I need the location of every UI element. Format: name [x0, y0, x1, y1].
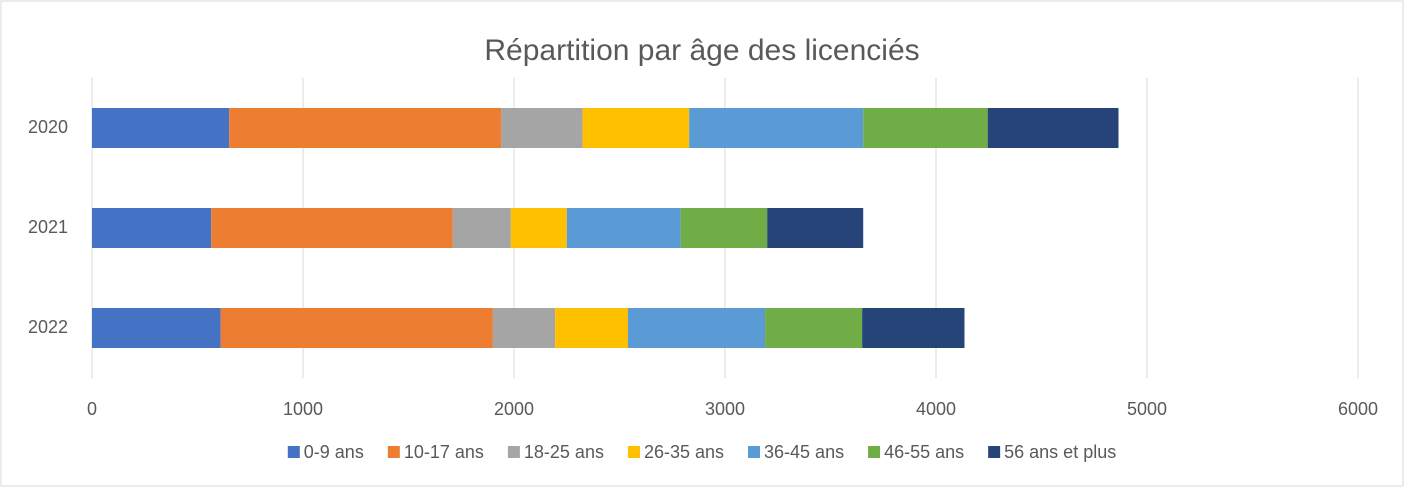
chart-title: Répartition par âge des licenciés	[484, 34, 919, 67]
bar-segment	[92, 308, 221, 348]
legend-swatch	[868, 446, 881, 458]
bar-segment	[680, 208, 768, 248]
legend-label: 46-55 ans	[884, 442, 964, 462]
bar-segment	[767, 208, 864, 248]
legend-swatch	[748, 446, 761, 458]
bar-segment	[92, 208, 212, 248]
x-tick-label: 3000	[705, 399, 745, 419]
x-tick-label: 6000	[1338, 399, 1378, 419]
bar-segment	[862, 308, 965, 348]
legend-swatch	[988, 446, 1001, 458]
bar-segment	[220, 308, 493, 348]
bar-segment	[229, 108, 502, 148]
bar-segment	[452, 208, 511, 248]
x-tick-label: 5000	[1127, 399, 1167, 419]
legend-label: 0-9 ans	[304, 442, 364, 462]
legend-swatch	[387, 446, 400, 458]
bar-segment	[92, 108, 230, 148]
legend-label: 18-25 ans	[524, 442, 604, 462]
legend-swatch	[287, 446, 300, 458]
y-tick-label: 2020	[28, 117, 68, 137]
legend-label: 36-45 ans	[764, 442, 844, 462]
bar-segment	[501, 108, 583, 148]
bar-segment	[582, 108, 690, 148]
legend-swatch	[627, 446, 640, 458]
bar-segment	[566, 208, 681, 248]
legend-label: 26-35 ans	[644, 442, 724, 462]
y-tick-label: 2021	[28, 217, 68, 237]
bar-segment	[987, 108, 1119, 148]
x-tick-label: 0	[87, 399, 97, 419]
legend-label: 10-17 ans	[404, 442, 484, 462]
legend-label: 56 ans et plus	[1004, 442, 1116, 462]
bar-segment	[765, 308, 863, 348]
x-tick-label: 4000	[916, 399, 956, 419]
x-tick-label: 1000	[283, 399, 323, 419]
bar-segment	[510, 208, 567, 248]
bar-segment	[689, 108, 864, 148]
x-tick-label: 2000	[494, 399, 534, 419]
bar-segment	[627, 308, 766, 348]
bar-segment	[211, 208, 453, 248]
bar-segment	[863, 108, 988, 148]
legend-swatch	[507, 446, 520, 458]
bar-segment	[492, 308, 556, 348]
y-tick-label: 2022	[28, 317, 68, 337]
bar-segment	[555, 308, 628, 348]
